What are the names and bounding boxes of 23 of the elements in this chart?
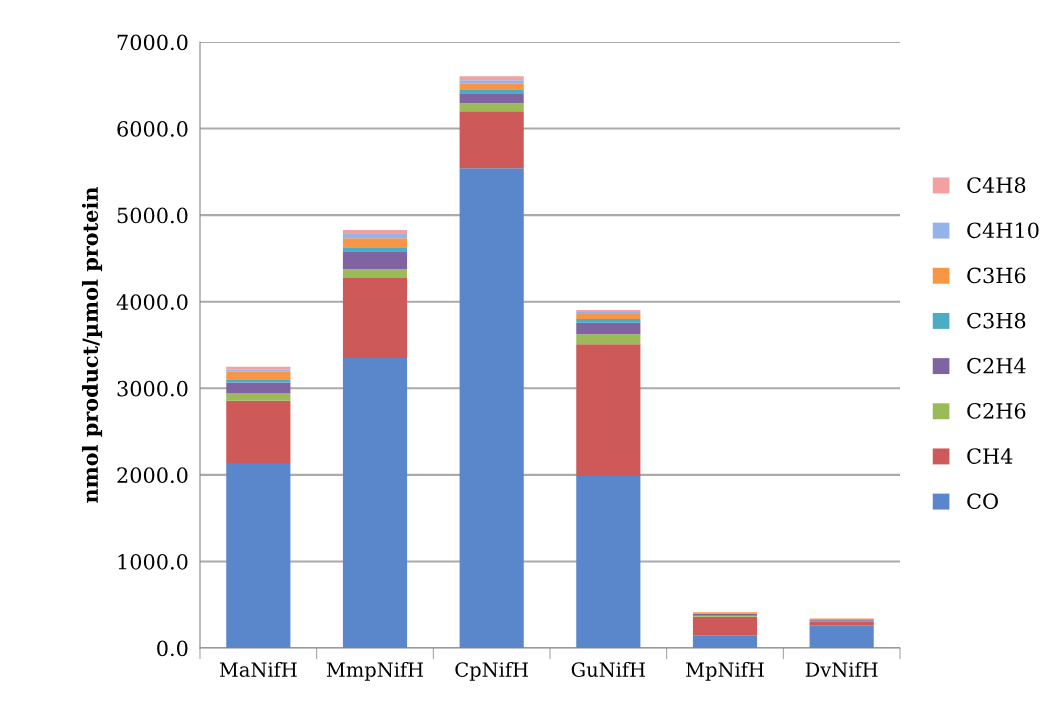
legend-label: C2H4 <box>967 357 1026 374</box>
y-tick-label: 3000.0 <box>117 380 188 397</box>
legend-label: C3H6 <box>967 267 1026 284</box>
y-tick-label: 0.0 <box>157 640 188 657</box>
legend-label: C3H8 <box>967 312 1026 329</box>
y-tick-label: 5000.0 <box>117 207 188 224</box>
x-tick-label: CpNifH <box>455 661 528 681</box>
legend-label: CH4 <box>967 448 1013 464</box>
legend-label: CO <box>967 493 998 510</box>
legend-label: C2H6 <box>967 403 1026 419</box>
y-tick-label: 6000.0 <box>117 121 188 137</box>
x-tick-label: MaNifH <box>219 661 297 677</box>
y-tick-label: 2000.0 <box>117 467 188 484</box>
y-axis-title: nmol product/µmol protein <box>81 186 103 503</box>
x-tick-label: DvNifH <box>805 661 878 677</box>
x-tick-label: GuNifH <box>571 661 645 677</box>
x-tick-label: MmpNifH <box>326 661 424 681</box>
legend-label: C4H10 <box>967 222 1039 239</box>
x-tick-label: MpNifH <box>686 661 764 681</box>
y-tick-label: 4000.0 <box>116 294 188 310</box>
y-tick-label: 7000.0 <box>117 34 188 51</box>
legend-label: C4H8 <box>967 177 1026 193</box>
y-tick-label: 1000.0 <box>118 553 188 570</box>
